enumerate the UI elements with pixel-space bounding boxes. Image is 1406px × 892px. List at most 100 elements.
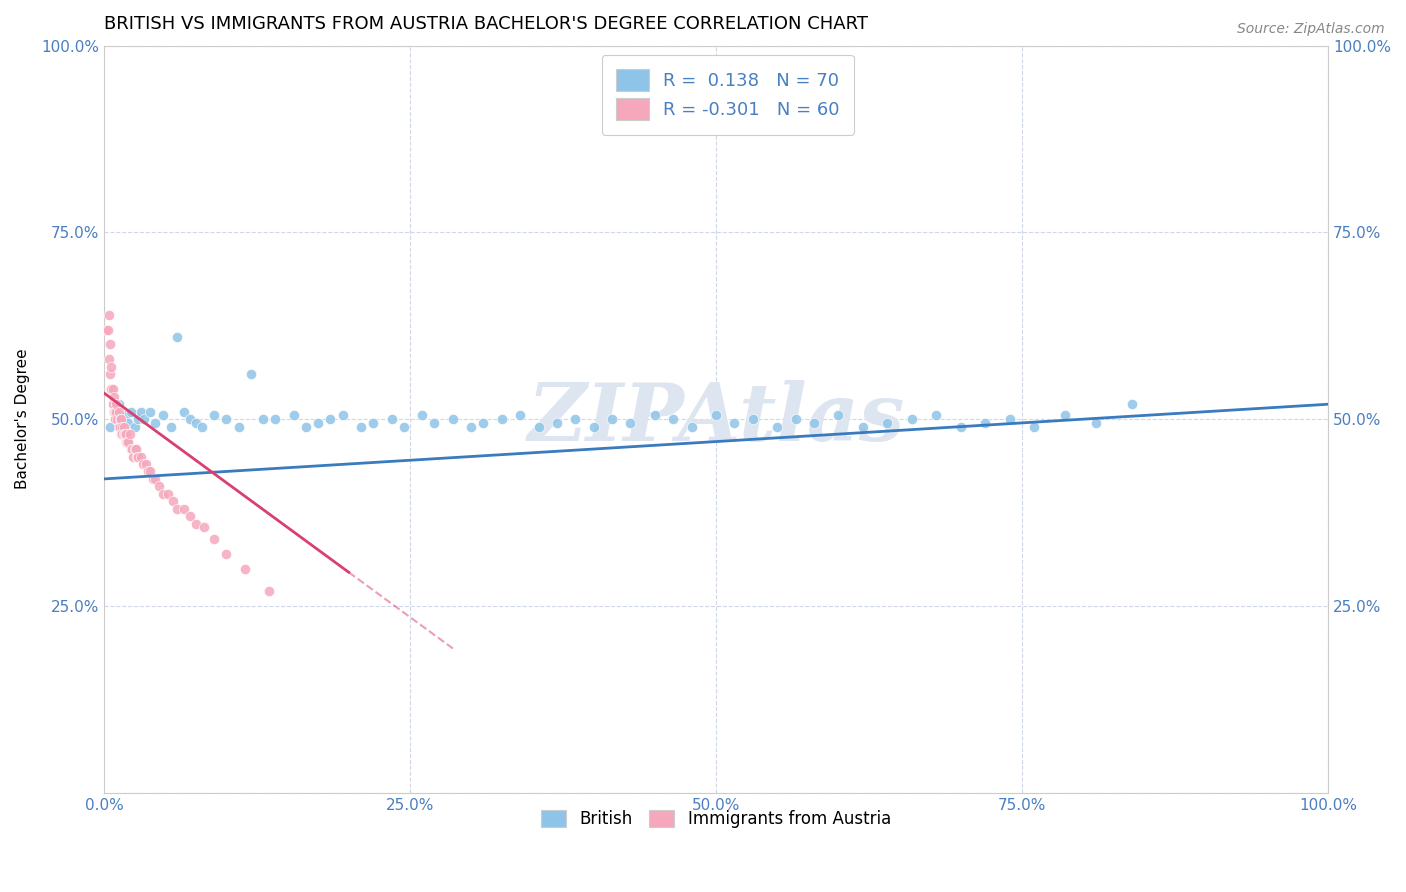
Legend: British, Immigrants from Austria: British, Immigrants from Austria xyxy=(533,802,900,837)
Point xyxy=(681,419,703,434)
Point xyxy=(191,419,214,434)
Point xyxy=(110,412,132,426)
Point xyxy=(827,409,849,423)
Point xyxy=(582,419,605,434)
Point xyxy=(121,442,143,456)
Point xyxy=(97,322,120,336)
Point xyxy=(111,419,134,434)
Point xyxy=(803,416,825,430)
Point xyxy=(350,419,373,434)
Point xyxy=(124,419,146,434)
Point xyxy=(1121,397,1143,411)
Point xyxy=(264,412,287,426)
Point xyxy=(100,359,122,374)
Point xyxy=(998,412,1021,426)
Point xyxy=(124,442,146,456)
Point xyxy=(139,465,162,479)
Point xyxy=(142,472,165,486)
Point xyxy=(148,479,170,493)
Point xyxy=(381,412,404,426)
Point xyxy=(108,412,131,426)
Point xyxy=(441,412,464,426)
Point xyxy=(307,416,329,430)
Point xyxy=(129,405,152,419)
Point xyxy=(120,405,142,419)
Point xyxy=(925,409,948,423)
Point xyxy=(105,412,128,426)
Point xyxy=(134,412,156,426)
Point xyxy=(491,412,513,426)
Point xyxy=(233,561,256,575)
Point xyxy=(619,416,641,430)
Point xyxy=(101,397,124,411)
Point xyxy=(145,472,167,486)
Point xyxy=(105,397,128,411)
Point xyxy=(411,409,433,423)
Point xyxy=(723,416,745,430)
Point xyxy=(108,419,131,434)
Point xyxy=(741,412,763,426)
Point xyxy=(460,419,482,434)
Point xyxy=(122,450,145,464)
Point xyxy=(115,434,138,449)
Point xyxy=(179,412,201,426)
Text: Source: ZipAtlas.com: Source: ZipAtlas.com xyxy=(1237,22,1385,37)
Point xyxy=(100,382,122,396)
Point xyxy=(118,427,141,442)
Point xyxy=(361,416,384,430)
Point xyxy=(160,419,183,434)
Point xyxy=(162,494,184,508)
Text: ZIPAtlas: ZIPAtlas xyxy=(527,380,904,458)
Point xyxy=(166,330,188,344)
Point xyxy=(115,409,138,423)
Point xyxy=(509,409,531,423)
Point xyxy=(125,442,148,456)
Point xyxy=(97,352,120,367)
Point xyxy=(135,457,157,471)
Point xyxy=(110,427,132,442)
Point xyxy=(974,416,997,430)
Point xyxy=(112,419,135,434)
Point xyxy=(107,397,129,411)
Point xyxy=(129,450,152,464)
Point xyxy=(173,501,195,516)
Point xyxy=(527,419,550,434)
Point xyxy=(97,308,120,322)
Point xyxy=(193,520,215,534)
Point xyxy=(117,434,139,449)
Point xyxy=(156,487,179,501)
Point xyxy=(96,322,118,336)
Point xyxy=(766,419,789,434)
Point xyxy=(115,434,138,449)
Point xyxy=(104,412,127,426)
Point xyxy=(600,412,623,426)
Point xyxy=(132,457,155,471)
Point xyxy=(564,412,586,426)
Point xyxy=(105,405,128,419)
Point xyxy=(103,405,125,419)
Point xyxy=(103,405,125,419)
Point xyxy=(107,419,129,434)
Point xyxy=(111,419,134,434)
Point xyxy=(127,412,149,426)
Point xyxy=(104,405,127,419)
Point xyxy=(1053,409,1076,423)
Point xyxy=(125,450,148,464)
Point xyxy=(111,427,134,442)
Point xyxy=(852,419,875,434)
Point xyxy=(145,416,167,430)
Point xyxy=(166,501,188,516)
Point xyxy=(257,584,280,599)
Point xyxy=(472,416,495,430)
Point xyxy=(179,509,201,524)
Point xyxy=(127,450,149,464)
Point xyxy=(152,487,174,501)
Point xyxy=(107,405,129,419)
Point xyxy=(1024,419,1046,434)
Text: BRITISH VS IMMIGRANTS FROM AUSTRIA BACHELOR'S DEGREE CORRELATION CHART: BRITISH VS IMMIGRANTS FROM AUSTRIA BACHE… xyxy=(104,15,868,33)
Point xyxy=(98,368,121,382)
Point xyxy=(98,419,121,434)
Point xyxy=(876,416,898,430)
Point xyxy=(319,412,342,426)
Point xyxy=(662,412,685,426)
